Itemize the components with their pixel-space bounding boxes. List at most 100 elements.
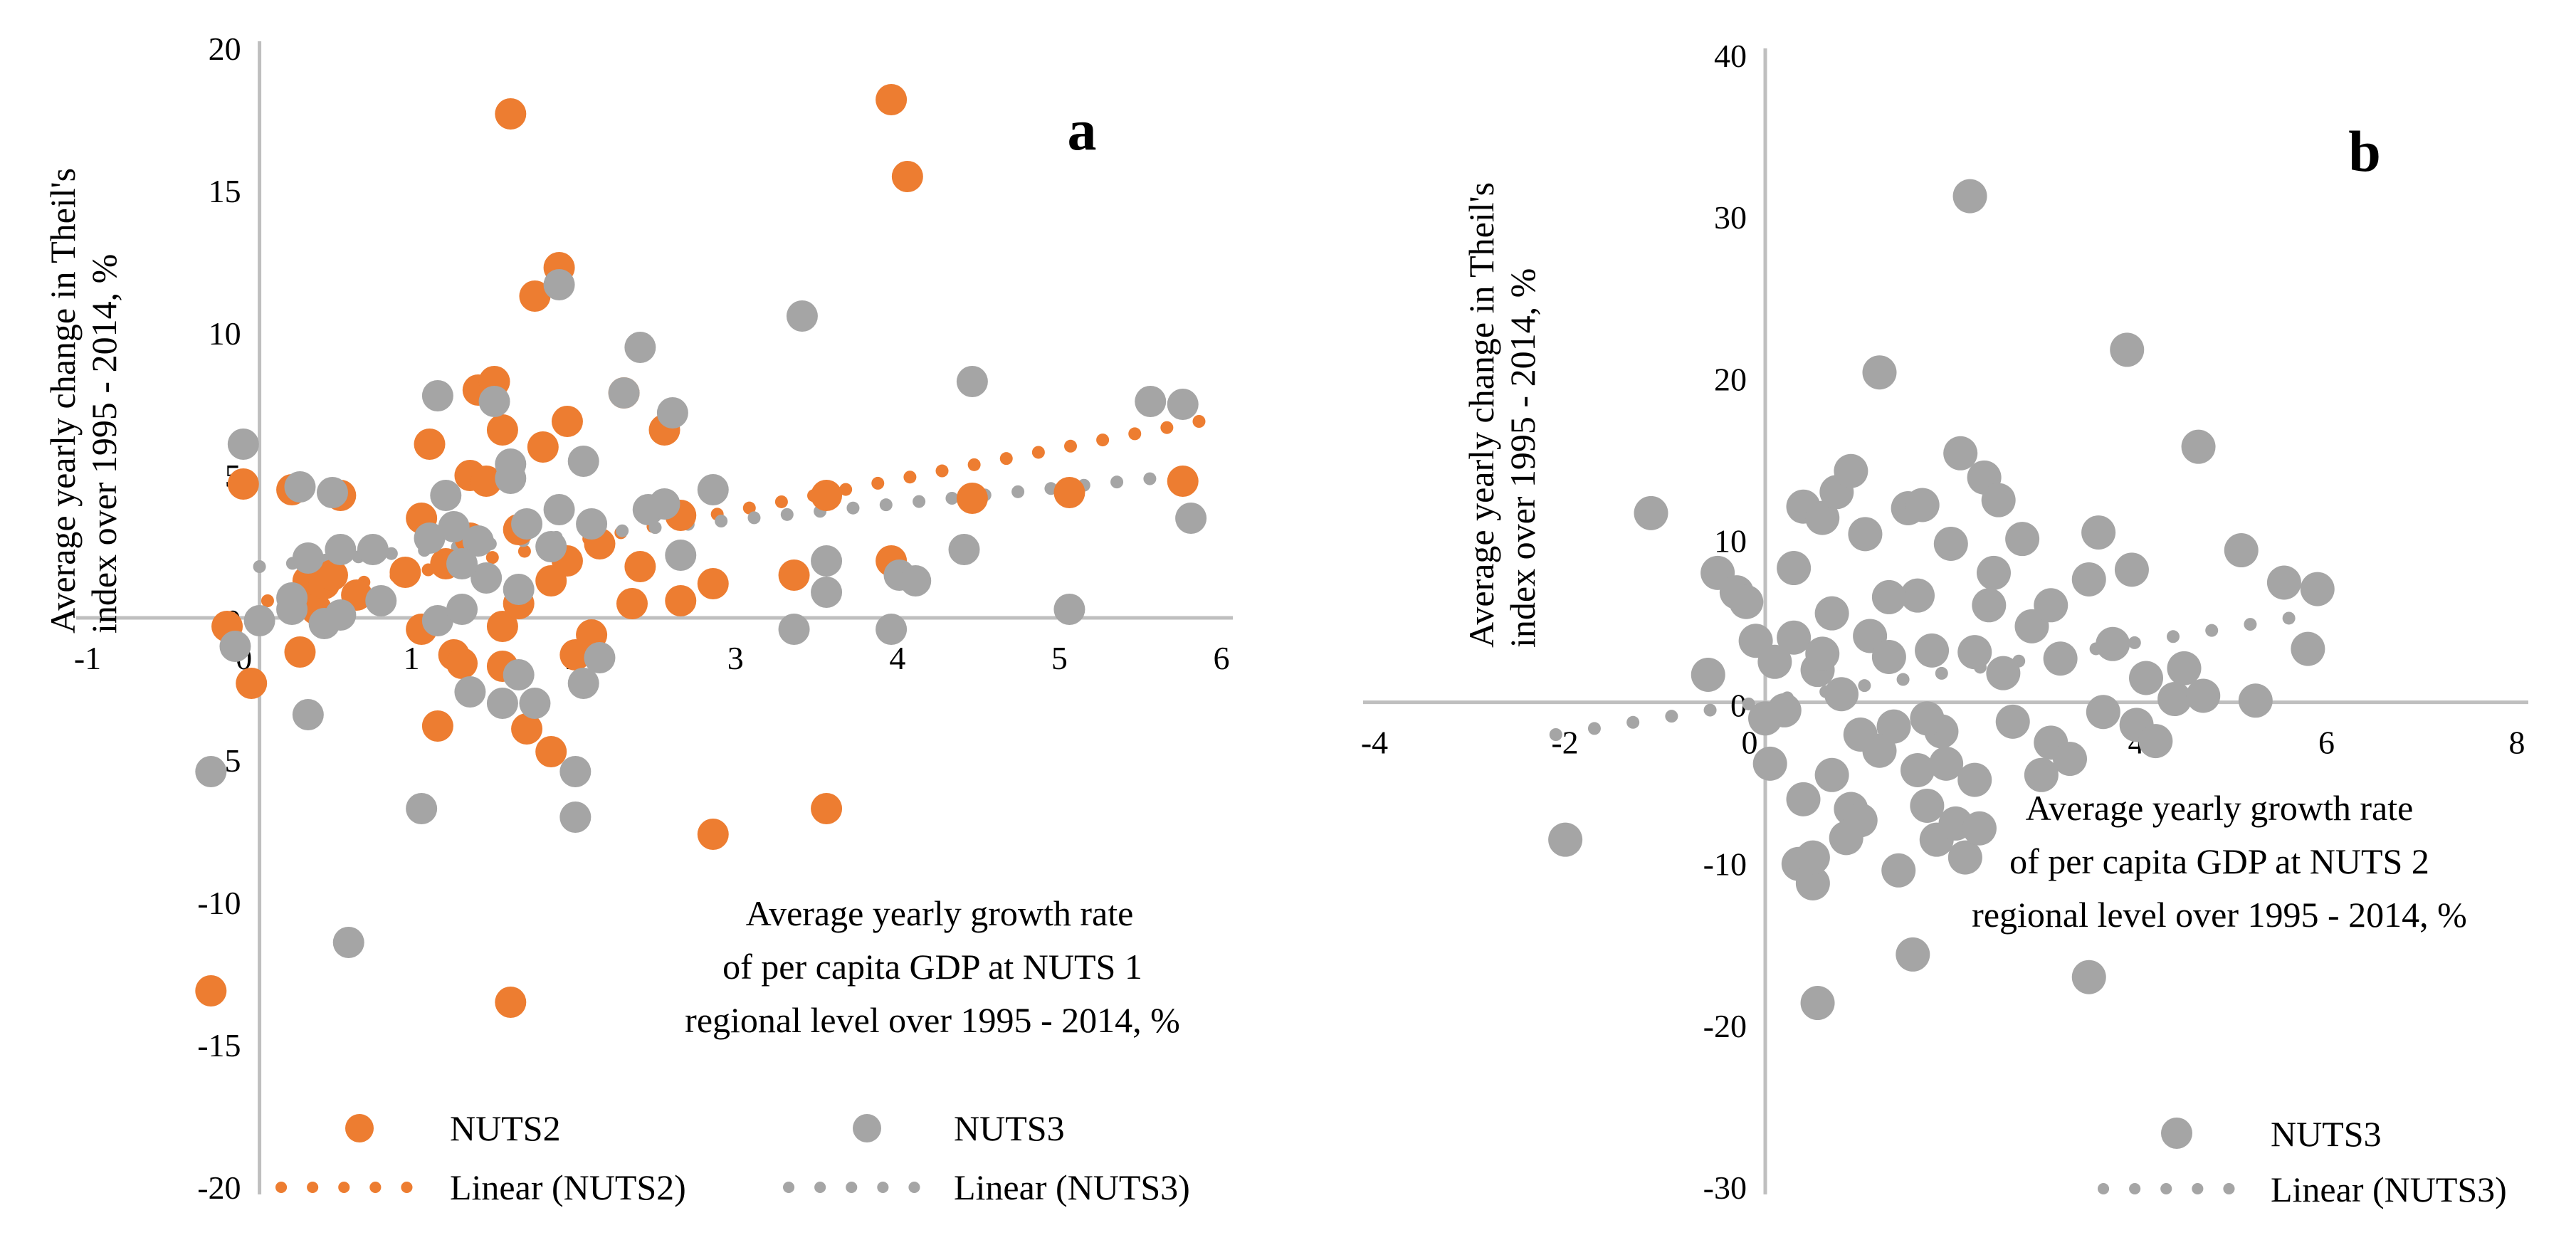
data-point-nuts3: [1929, 746, 1964, 781]
trendline-dot-nuts2: [1063, 439, 1077, 453]
trendline-dot-nuts3: [2167, 630, 2180, 643]
data-point-nuts2: [697, 819, 729, 850]
y-tick-label-a: 20: [209, 31, 241, 67]
points-b: [1548, 179, 2335, 1021]
trendline-dot-nuts2: [839, 483, 853, 496]
trendline-dot-nuts3: [747, 511, 761, 525]
trendline-dot-nuts3: [2282, 611, 2296, 625]
data-point-nuts3: [1977, 555, 2011, 590]
data-point-nuts3: [584, 642, 616, 673]
data-point-nuts3: [956, 366, 988, 397]
data-point-nuts3: [1167, 389, 1199, 420]
data-point-nuts3: [2157, 682, 2192, 717]
data-point-nuts3: [1548, 822, 1583, 857]
trendline-dot-nuts3: [2205, 624, 2219, 637]
data-point-nuts2: [519, 280, 551, 312]
data-point-nuts3: [1943, 436, 1978, 471]
data-point-nuts3: [1795, 866, 1830, 900]
data-point-nuts3: [1957, 635, 1992, 670]
data-point-nuts2: [956, 483, 988, 514]
points-a: [195, 84, 1207, 1018]
legend-marker-nuts3-b: [2161, 1118, 2192, 1149]
x-tick-label-b: 0: [1742, 725, 1758, 761]
y-tick-label-a: -20: [197, 1170, 241, 1206]
legend-b: NUTS3 Linear (NUTS3): [2098, 1114, 2507, 1209]
data-point-nuts3: [1905, 488, 1940, 522]
data-point-nuts3: [308, 608, 340, 639]
data-point-nuts3: [2114, 552, 2149, 587]
data-point-nuts3: [1795, 840, 1830, 875]
chart-panel-a: -10123456-20-15-10-505101520 a Average y…: [43, 31, 1233, 1207]
data-point-nuts2: [389, 557, 421, 588]
trendline-dot-nuts2: [1192, 415, 1206, 428]
data-point-nuts3: [1981, 483, 2016, 517]
trendline-dot-nuts3: [2128, 636, 2141, 649]
data-point-nuts3: [2081, 515, 2116, 550]
data-point-nuts3: [2005, 522, 2040, 557]
trendline-dot-nuts2: [1160, 421, 1174, 434]
panel-letter-a: a: [1068, 98, 1097, 162]
data-point-nuts2: [1167, 466, 1199, 497]
data-point-nuts3: [1910, 701, 1945, 736]
data-point-nuts2: [778, 559, 810, 591]
axes-b: [1363, 48, 2528, 1194]
trendline-dot-nuts2: [1096, 433, 1110, 447]
trendline-dot-nuts3: [1742, 697, 1755, 710]
data-point-nuts3: [332, 927, 364, 958]
trendline-dot-nuts3: [1626, 715, 1640, 729]
x-tick-label-a: 1: [404, 640, 420, 676]
data-point-nuts3: [1871, 579, 1906, 614]
data-point-nuts3: [195, 756, 227, 787]
data-point-nuts3: [1814, 596, 1849, 631]
data-point-nuts2: [195, 975, 227, 1007]
data-point-nuts3: [2086, 695, 2120, 730]
trendline-dot-nuts3: [1935, 666, 1948, 680]
y-tick-label-a: 10: [209, 315, 241, 352]
data-point-nuts3: [2129, 661, 2163, 695]
data-point-nuts2: [1053, 477, 1085, 508]
x-axis-title-b-line3: regional level over 1995 - 2014, %: [1972, 895, 2467, 935]
legend-a: NUTS2 NUTS3 Linear (NUTS2) Linear (NUTS3…: [275, 1108, 1190, 1207]
data-point-nuts2: [551, 406, 583, 437]
y-axis-title-b: Average yearly change in Theil's index o…: [1461, 182, 1542, 648]
trendline-dot-nuts3: [715, 515, 728, 527]
legend-marker-nuts2: [345, 1114, 374, 1142]
x-tick-label-a: 5: [1051, 640, 1068, 676]
data-point-nuts3: [219, 631, 251, 662]
data-point-nuts3: [2034, 588, 2068, 623]
y-tick-label-b: -10: [1703, 846, 1747, 883]
data-point-nuts3: [511, 508, 543, 540]
trendline-dot-nuts3: [1665, 710, 1678, 723]
data-point-nuts3: [1901, 752, 1935, 787]
data-point-nuts2: [891, 161, 923, 192]
data-point-nuts2: [421, 710, 453, 742]
data-point-nuts3: [543, 269, 575, 300]
legend-label-trend-nuts2: Linear (NUTS2): [450, 1167, 686, 1207]
data-point-nuts3: [292, 542, 324, 574]
data-point-nuts3: [1995, 704, 2030, 739]
data-point-nuts3: [1757, 644, 1792, 679]
data-point-nuts3: [478, 386, 510, 417]
data-point-nuts3: [567, 668, 599, 699]
data-point-nuts3: [1805, 500, 1840, 535]
data-point-nuts2: [697, 568, 729, 599]
trendline-dot-nuts3: [780, 508, 794, 521]
data-point-nuts3: [1786, 782, 1821, 816]
y-axis-title-b-line1: Average yearly change in Theil's: [1461, 182, 1501, 648]
data-point-nuts3: [648, 488, 680, 520]
data-point-nuts3: [495, 463, 527, 494]
y-axis-title-a: Average yearly change in Theil's index o…: [43, 168, 124, 634]
trendline-dot-nuts3: [1896, 673, 1910, 686]
data-point-nuts3: [1915, 633, 1950, 668]
x-axis-title-a-line1: Average yearly growth rate: [746, 893, 1134, 933]
data-point-nuts3: [1901, 578, 1935, 613]
data-point-nuts3: [1691, 657, 1725, 692]
x-axis-title-b-line1: Average yearly growth rate: [2026, 788, 2414, 828]
data-point-nuts3: [1862, 355, 1897, 390]
data-point-nuts3: [2238, 683, 2273, 718]
y-tick-label-b: -20: [1703, 1008, 1747, 1044]
data-point-nuts2: [811, 480, 843, 511]
legend-label-trend-nuts3-b: Linear (NUTS3): [2271, 1170, 2507, 1209]
trendline-dot-nuts3: [879, 498, 893, 512]
